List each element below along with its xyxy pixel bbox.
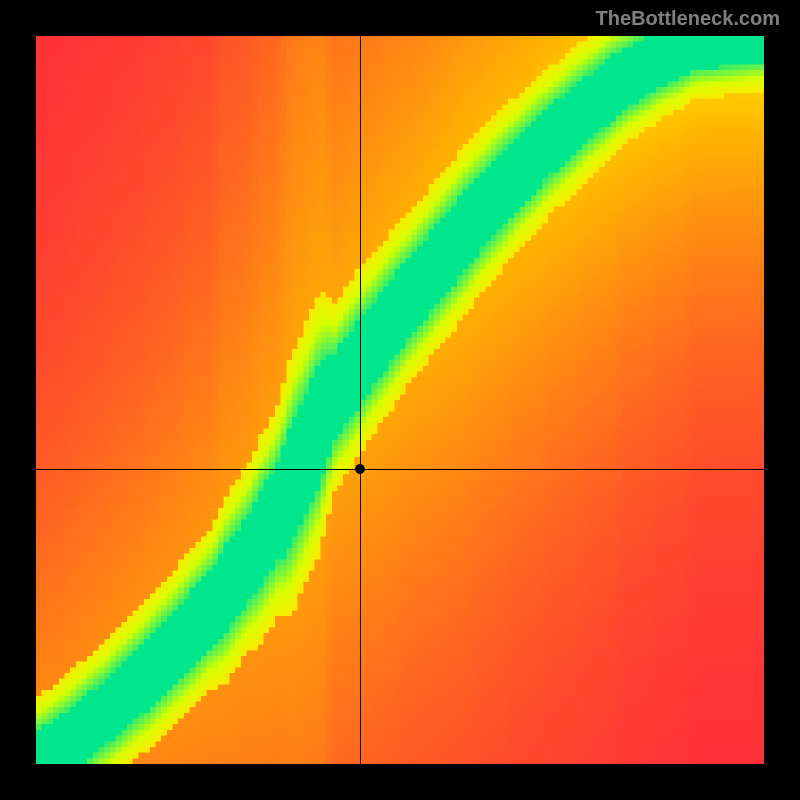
plot-area <box>36 36 764 764</box>
crosshair-vertical <box>360 36 361 764</box>
bottleneck-heatmap <box>36 36 764 764</box>
crosshair-horizontal <box>36 469 764 470</box>
chart-frame: TheBottleneck.com <box>0 0 800 800</box>
selection-marker <box>355 464 365 474</box>
watermark-text: TheBottleneck.com <box>596 8 780 31</box>
